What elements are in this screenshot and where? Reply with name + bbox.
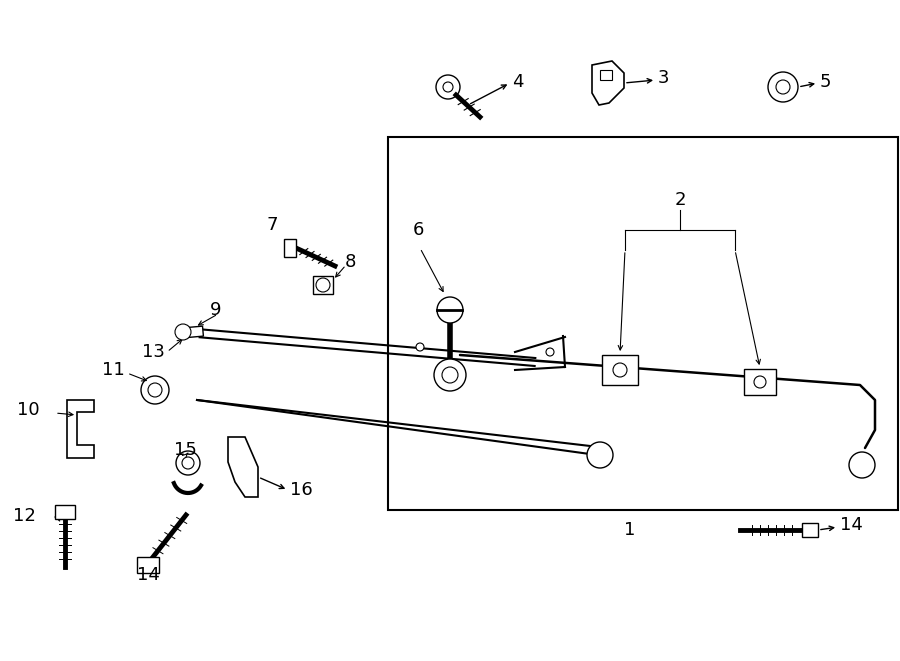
Circle shape [613, 363, 627, 377]
Text: 15: 15 [174, 441, 196, 459]
Circle shape [443, 82, 453, 92]
Circle shape [546, 348, 554, 356]
Circle shape [434, 359, 466, 391]
Text: 6: 6 [412, 221, 424, 239]
Text: 14: 14 [137, 566, 159, 584]
Circle shape [148, 383, 162, 397]
Circle shape [849, 452, 875, 478]
Circle shape [776, 80, 790, 94]
Bar [744, 369, 776, 395]
Text: 8: 8 [345, 253, 356, 271]
Bar [600, 70, 612, 80]
Circle shape [442, 367, 458, 383]
Text: 2: 2 [674, 191, 686, 209]
Circle shape [436, 75, 460, 99]
Bar [55, 505, 75, 519]
Text: 16: 16 [290, 481, 313, 499]
Polygon shape [228, 437, 258, 497]
Text: 12: 12 [14, 507, 36, 525]
Text: 9: 9 [211, 301, 221, 319]
Circle shape [587, 442, 613, 468]
Circle shape [182, 457, 194, 469]
Bar [802, 523, 818, 537]
Bar [313, 276, 333, 294]
Circle shape [437, 297, 463, 323]
Circle shape [176, 451, 200, 475]
Text: 14: 14 [840, 516, 863, 534]
Circle shape [316, 278, 330, 292]
Bar [137, 557, 159, 573]
Bar [388, 137, 898, 510]
Circle shape [754, 376, 766, 388]
Text: 4: 4 [512, 73, 524, 91]
Text: 1: 1 [625, 521, 635, 539]
Text: 10: 10 [17, 401, 40, 419]
Bar [284, 239, 296, 257]
Text: 7: 7 [266, 216, 278, 234]
Text: 13: 13 [142, 343, 165, 361]
Text: 3: 3 [658, 69, 670, 87]
Text: 5: 5 [820, 73, 832, 91]
Circle shape [416, 343, 424, 351]
Text: 11: 11 [103, 361, 125, 379]
Circle shape [141, 376, 169, 404]
Polygon shape [592, 61, 624, 105]
Polygon shape [67, 400, 94, 458]
Bar [183, 326, 203, 338]
Circle shape [768, 72, 798, 102]
Circle shape [175, 324, 191, 340]
Bar [602, 355, 638, 385]
